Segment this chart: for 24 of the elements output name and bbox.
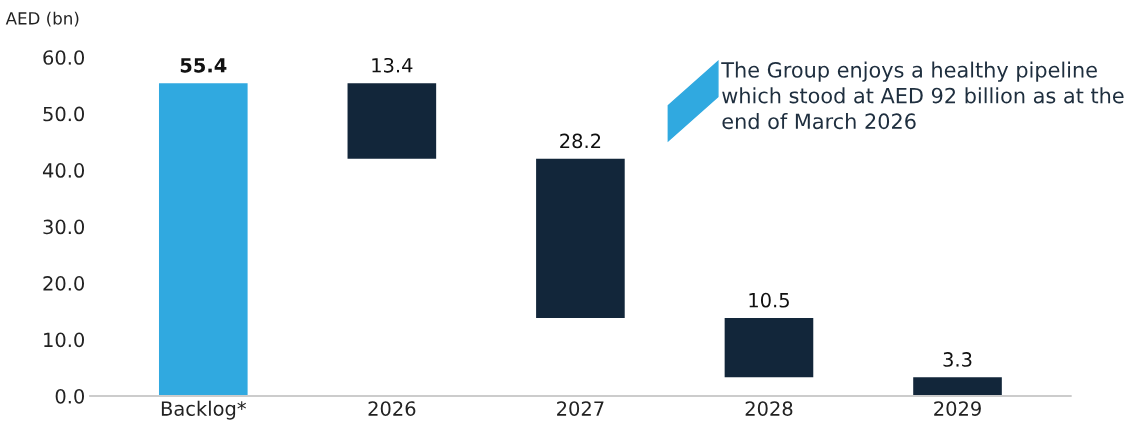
bar: [347, 83, 437, 159]
x-tick-label: 2026: [368, 401, 416, 416]
x-tick-label: 2028: [745, 401, 793, 416]
bar: [536, 158, 625, 319]
data-label: 10.5: [749, 292, 789, 308]
bar: [158, 83, 248, 396]
annotation: The Group enjoys a healthy pipeline which stood at AED 92 billion as at the end of March 2026: [721, 61, 1124, 130]
bar: [913, 377, 1002, 396]
data-label: 28.2: [560, 133, 601, 149]
y-axis-title: AED (bn): [5, 11, 79, 27]
y-tick-label: 20.0: [43, 276, 85, 291]
y-tick-label: 60.0: [43, 50, 85, 65]
y-tick-label: 10.0: [44, 332, 85, 348]
y-tick-label: 30.0: [43, 219, 85, 235]
data-label: 3.3: [943, 352, 972, 367]
y-tick-label: 40.0: [42, 163, 85, 178]
bar: [724, 318, 814, 378]
data-label: 55.4: [180, 58, 227, 73]
y-tick-label: 0.0: [55, 388, 85, 404]
x-tick-label: Backlog*: [161, 400, 246, 420]
x-tick-label: 2027: [557, 401, 604, 416]
data-label: 13.4: [372, 57, 413, 73]
x-tick-label: 2029: [934, 401, 981, 416]
y-tick-label: 50.0: [43, 106, 85, 122]
